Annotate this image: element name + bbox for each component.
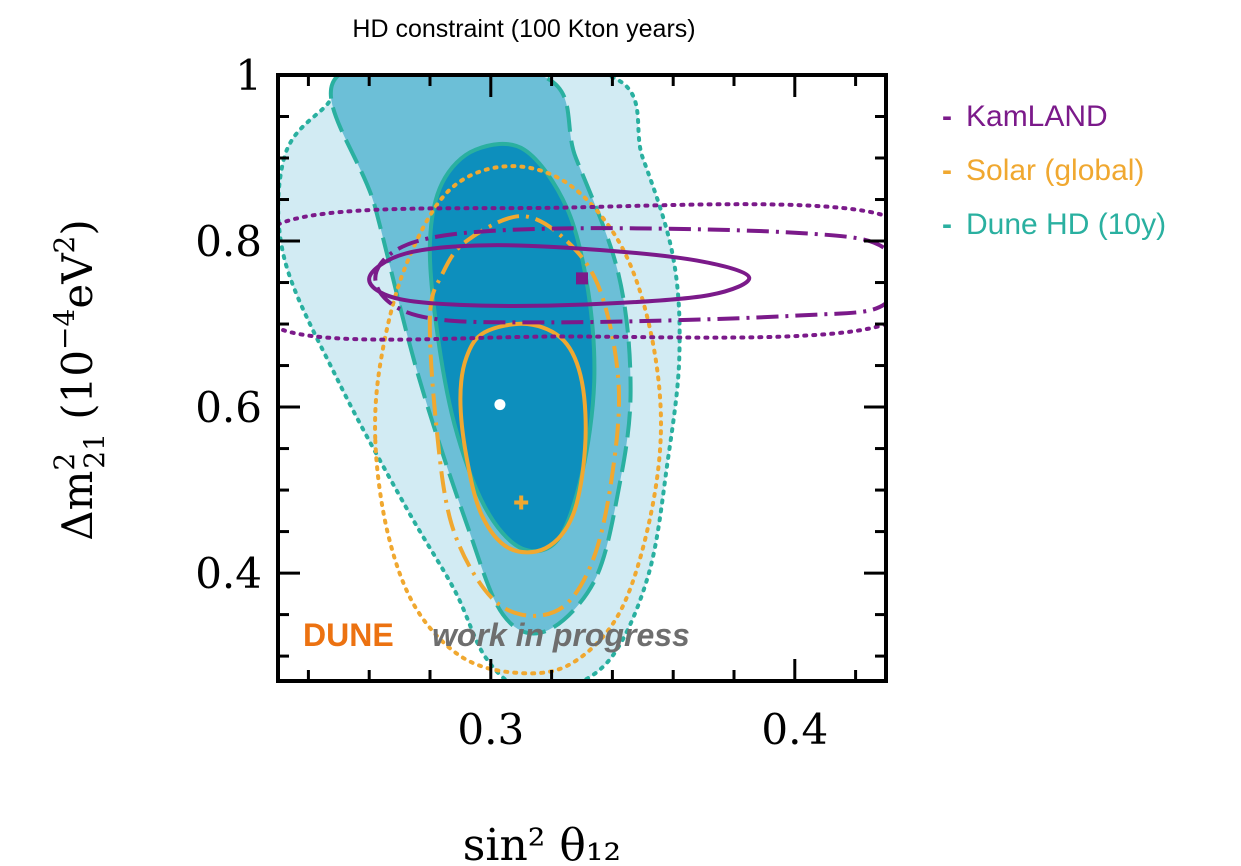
legend-label: KamLAND bbox=[966, 100, 1108, 133]
legend-label: Solar (global) bbox=[966, 154, 1144, 187]
axis-ticks bbox=[278, 75, 886, 681]
y-axis-label: Δm221 (10−4eV2) bbox=[48, 219, 111, 541]
best-fit-solar bbox=[514, 495, 529, 510]
dune-label: DUNE bbox=[303, 617, 394, 653]
legend-marker: - bbox=[942, 208, 952, 241]
contour-solar-global-3sigma bbox=[373, 164, 663, 676]
legend-marker: - bbox=[942, 154, 952, 187]
best-fit-markers bbox=[494, 272, 588, 510]
y-tick-label: 0.4 bbox=[195, 549, 262, 598]
contour-solar-global-2sigma bbox=[427, 214, 622, 618]
legend-marker: - bbox=[942, 100, 952, 133]
best-fit-dune bbox=[494, 399, 506, 411]
x-tick-label: 0.4 bbox=[761, 705, 828, 754]
contour-kamland-2sigma bbox=[373, 226, 886, 325]
y-tick-label: 0.8 bbox=[195, 217, 262, 266]
legend-label: Dune HD (10y) bbox=[966, 208, 1166, 241]
y-tick-label: 1 bbox=[235, 51, 262, 100]
chart-title: HD constraint (100 Kton years) bbox=[352, 15, 695, 43]
y-tick-label: 0.6 bbox=[195, 383, 262, 432]
contour-kamland-1sigma bbox=[367, 243, 752, 308]
contour-solar-global-1sigma bbox=[458, 321, 588, 555]
x-axis-label: sin² θ₁₂ bbox=[463, 820, 621, 866]
plot-frame bbox=[276, 73, 888, 683]
contour-regions bbox=[278, 75, 886, 681]
x-tick-label: 0.3 bbox=[457, 705, 524, 754]
work-in-progress-label: work in progress bbox=[432, 617, 690, 653]
best-fit-kamland bbox=[576, 272, 588, 285]
contour-kamland-3sigma bbox=[278, 202, 886, 342]
axis-tick-labels: 0.3 0.4 0.4 0.6 0.8 1 bbox=[195, 51, 828, 754]
legend: - KamLAND- Solar (global)- Dune HD (10y) bbox=[942, 100, 1166, 241]
